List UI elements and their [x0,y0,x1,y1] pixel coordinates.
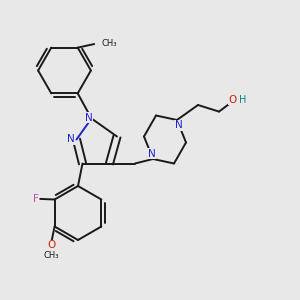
Text: CH₃: CH₃ [102,39,117,48]
Text: H: H [239,94,247,105]
Text: F: F [33,194,39,204]
Text: CH₃: CH₃ [44,250,59,260]
Text: O: O [47,240,56,250]
Text: N: N [175,120,182,130]
Text: O: O [228,94,236,105]
Text: N: N [67,134,75,145]
Text: N: N [148,148,155,159]
Text: N: N [85,113,93,123]
